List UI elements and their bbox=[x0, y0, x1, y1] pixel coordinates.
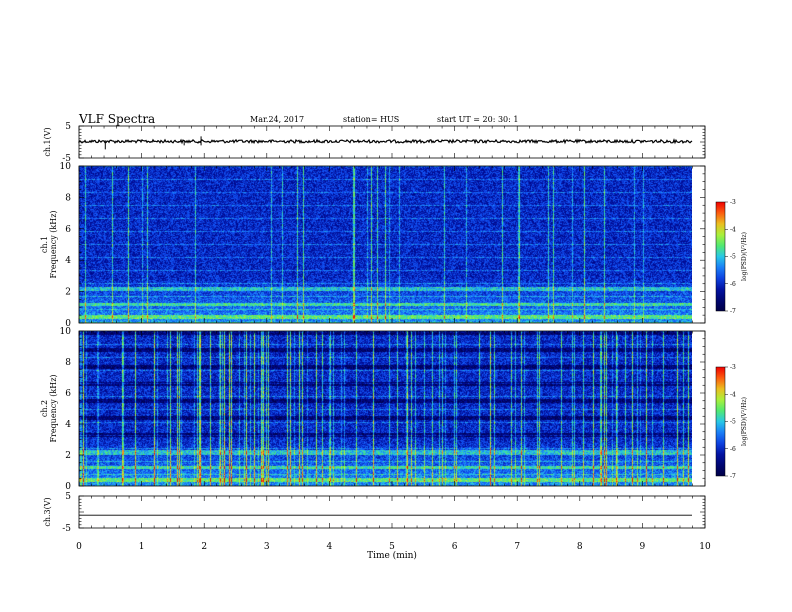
colorbar bbox=[715, 201, 726, 312]
frequency-axis-label: Frequency (kHz) bbox=[49, 210, 58, 278]
y-tick-label: -5 bbox=[62, 524, 71, 534]
y-tick-label: 4 bbox=[65, 256, 71, 266]
ch2-spectrogram-image bbox=[79, 331, 692, 486]
colorbar-tick-label: -7 bbox=[730, 473, 736, 480]
y-tick-label: 5 bbox=[65, 492, 71, 502]
colorbar-tick-label: -7 bbox=[730, 308, 736, 315]
colorbar-tick-label: -6 bbox=[730, 281, 736, 288]
y-tick-label: -5 bbox=[62, 154, 71, 164]
y-tick-label: 0 bbox=[65, 482, 71, 492]
x-tick-label: 7 bbox=[514, 542, 520, 552]
frequency-axis-label: Frequency (kHz) bbox=[49, 374, 58, 442]
x-tick-label: 8 bbox=[577, 542, 583, 552]
colorbar-tick-label: -3 bbox=[730, 199, 736, 206]
start-time-label: start UT = 20: 30: 1 bbox=[437, 115, 519, 124]
y-tick-label: 4 bbox=[65, 420, 71, 430]
voltage-axis-label: ch.3(V) bbox=[43, 497, 52, 526]
chart-title: VLF Spectra bbox=[79, 112, 156, 126]
x-axis-label: Time (min) bbox=[367, 550, 417, 561]
colorbar-tick-label: -4 bbox=[730, 226, 736, 233]
date-label: Mar.24, 2017 bbox=[250, 115, 305, 124]
y-tick-label: 6 bbox=[65, 225, 71, 235]
colorbar-tick-label: -5 bbox=[730, 254, 736, 261]
y-tick-label: 5 bbox=[65, 122, 71, 132]
x-tick-label: 2 bbox=[201, 542, 207, 552]
y-tick-label: 10 bbox=[60, 327, 72, 337]
ch1-spectrogram-image bbox=[79, 166, 692, 323]
y-tick-label: 10 bbox=[60, 162, 72, 172]
x-tick-label: 4 bbox=[327, 542, 333, 552]
colorbar bbox=[715, 366, 726, 477]
y-tick-label: 2 bbox=[65, 451, 71, 461]
colorbar-label: log(PSD)(V²/Hz) bbox=[741, 232, 748, 281]
channel-label: ch.2 bbox=[40, 400, 49, 417]
station-label: station= HUS bbox=[343, 115, 400, 124]
x-tick-label: 0 bbox=[76, 542, 82, 552]
x-tick-label: 10 bbox=[699, 542, 711, 552]
y-tick-label: 6 bbox=[65, 389, 71, 399]
x-tick-label: 5 bbox=[389, 542, 395, 552]
channel-label: ch.1 bbox=[40, 236, 49, 253]
x-tick-label: 3 bbox=[264, 542, 270, 552]
y-tick-label: 8 bbox=[65, 358, 71, 368]
y-tick-label: 0 bbox=[65, 319, 71, 329]
x-tick-label: 1 bbox=[139, 542, 145, 552]
y-tick-label: 8 bbox=[65, 193, 71, 203]
voltage-axis-label: ch.1(V) bbox=[43, 127, 52, 156]
colorbar-tick-label: -5 bbox=[730, 419, 736, 426]
x-tick-label: 6 bbox=[452, 542, 458, 552]
x-tick-label: 9 bbox=[640, 542, 646, 552]
colorbar-tick-label: -3 bbox=[730, 364, 736, 371]
ch1-trace bbox=[78, 138, 693, 145]
colorbar-tick-label: -6 bbox=[730, 446, 736, 453]
colorbar-tick-label: -4 bbox=[730, 391, 736, 398]
y-tick-label: 2 bbox=[65, 288, 71, 298]
colorbar-label: log(PSD)(V²/Hz) bbox=[741, 397, 748, 446]
